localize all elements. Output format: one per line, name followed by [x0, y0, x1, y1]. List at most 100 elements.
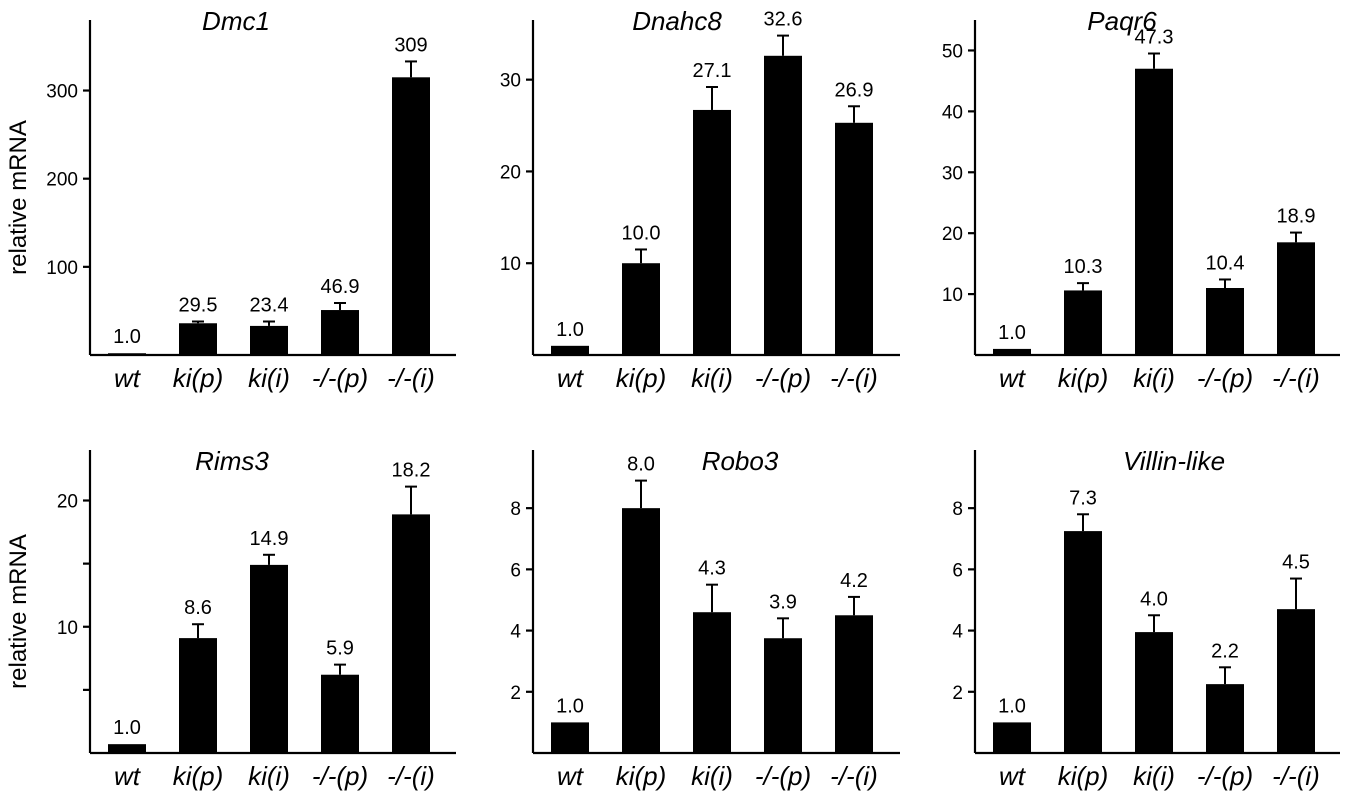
category-label: -/-(i): [830, 363, 878, 393]
y-tick-label: 2: [952, 683, 963, 704]
bar: [250, 564, 288, 753]
category-label: ki(i): [691, 761, 733, 791]
y-tick-label: 50: [942, 41, 963, 62]
y-tick-label: 8: [510, 499, 521, 520]
bar: [835, 122, 873, 355]
panel-title: Villin-like: [1123, 446, 1225, 476]
y-tick-label: 20: [500, 162, 521, 183]
bar: [392, 514, 430, 753]
data-label: 10.3: [1064, 256, 1103, 278]
data-label: 3.9: [769, 591, 797, 613]
category-label: wt: [999, 761, 1027, 791]
y-tick-label: 10: [942, 285, 963, 306]
data-label: 47.3: [1135, 27, 1174, 49]
panel-title: Robo3: [702, 446, 779, 476]
y-tick-label: 300: [46, 82, 78, 103]
chart-panel-5: Robo3 2 4 6 8 1.0 wt 8.0 ki(p) 4.3 ki(i) 3.9 -/-(p) 4…: [510, 446, 900, 791]
data-label: 1.0: [113, 326, 141, 348]
category-label: ki(i): [1133, 363, 1175, 393]
data-label: 1.0: [998, 695, 1026, 717]
y-axis-label: relative mRNA: [5, 534, 32, 689]
bar: [179, 638, 217, 753]
bar: [993, 722, 1031, 753]
y-tick-label: 10: [500, 254, 521, 275]
y-tick-label: 200: [46, 170, 78, 191]
data-label: 8.6: [184, 597, 212, 619]
y-tick-label: 6: [952, 560, 963, 581]
y-tick-label: 30: [942, 163, 963, 184]
y-tick-label: 8: [952, 499, 963, 520]
data-label: 4.5: [1282, 552, 1310, 574]
y-tick-label: 40: [942, 102, 963, 123]
category-label: wt: [114, 363, 142, 393]
panel-title: Paqr6: [1087, 6, 1157, 36]
category-label: -/-(p): [312, 761, 368, 791]
data-label: 1.0: [113, 717, 141, 739]
category-label: wt: [999, 363, 1027, 393]
y-tick-label: 6: [510, 560, 521, 581]
bar: [1064, 290, 1102, 355]
y-tick-label: 10: [57, 618, 78, 639]
category-label: wt: [114, 761, 142, 791]
bar: [1277, 609, 1315, 753]
panel-title: Dmc1: [202, 6, 270, 36]
panel-title: Dnahc8: [632, 6, 722, 36]
data-label: 18.9: [1277, 206, 1316, 228]
y-tick-label: 4: [952, 622, 963, 643]
data-label: 309: [394, 34, 427, 56]
y-tick-label: 20: [57, 492, 78, 513]
chart-panel-4: Rims3 relative mRNA 10 20 1.0 wt 8.6 ki(p) 14.9 k…: [5, 446, 456, 791]
data-label: 4.3: [698, 558, 726, 580]
category-label: -/-(i): [387, 363, 435, 393]
y-tick-label: 2: [510, 683, 521, 704]
category-label: -/-(p): [755, 761, 811, 791]
category-label: -/-(i): [1272, 363, 1320, 393]
category-label: -/-(i): [1272, 761, 1320, 791]
category-label: ki(p): [616, 761, 667, 791]
bar: [321, 674, 359, 753]
data-label: 2.2: [1211, 640, 1239, 662]
data-label: 1.0: [998, 322, 1026, 344]
category-label: ki(p): [1058, 363, 1109, 393]
category-label: ki(i): [248, 761, 290, 791]
data-label: 29.5: [179, 295, 218, 317]
bar: [693, 612, 731, 753]
bar: [764, 638, 802, 753]
data-label: 10.0: [622, 222, 661, 244]
data-label: 27.1: [693, 60, 732, 82]
data-label: 5.9: [326, 638, 354, 660]
category-label: -/-(i): [387, 761, 435, 791]
bar: [250, 325, 288, 355]
category-label: wt: [557, 363, 585, 393]
bar: [764, 55, 802, 355]
bar: [1206, 288, 1244, 355]
y-tick-label: 20: [942, 224, 963, 245]
data-label: 7.3: [1069, 487, 1097, 509]
bar: [179, 323, 217, 355]
data-label: 8.0: [627, 454, 655, 476]
bar: [1064, 531, 1102, 753]
category-label: -/-(p): [312, 363, 368, 393]
bar: [392, 77, 430, 355]
bar: [551, 722, 589, 753]
y-tick-label: 30: [500, 71, 521, 92]
y-tick-label: 100: [46, 258, 78, 279]
data-label: 1.0: [556, 319, 584, 341]
category-label: ki(i): [1133, 761, 1175, 791]
bar: [108, 353, 146, 356]
bar: [693, 109, 731, 355]
category-label: ki(p): [173, 761, 224, 791]
bar: [1277, 242, 1315, 355]
bar: [108, 744, 146, 753]
category-label: ki(p): [173, 363, 224, 393]
bar: [622, 508, 660, 753]
category-label: -/-(p): [755, 363, 811, 393]
chart-panel-1: Dmc1 relative mRNA 100 200 300 1.0 wt 29.5 ki(p)…: [5, 6, 456, 393]
y-tick-label: 4: [510, 622, 521, 643]
bar: [835, 615, 873, 753]
data-label: 14.9: [250, 528, 289, 550]
chart-panel-6: Villin-like 2 4 6 8 1.0 wt 7.3 ki(p) 4.0 ki(i) 2.2 -…: [952, 446, 1340, 791]
category-label: ki(p): [1058, 761, 1109, 791]
bar: [1135, 632, 1173, 753]
